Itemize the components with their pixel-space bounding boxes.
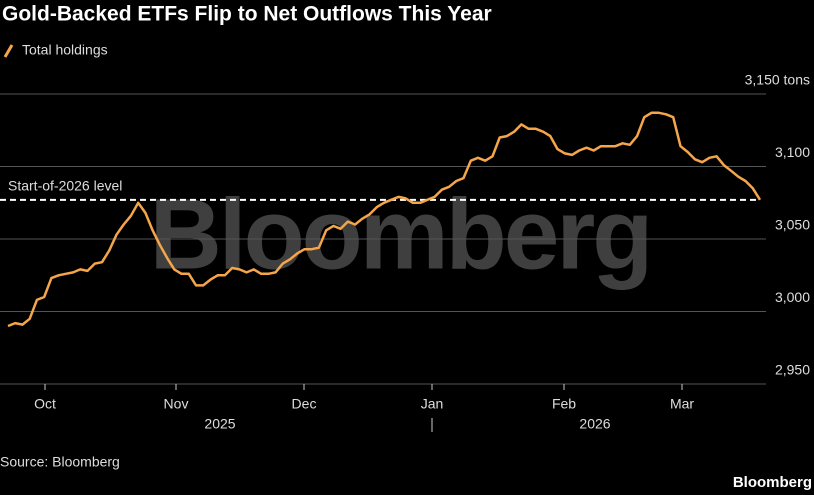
x-tick-label: Feb <box>552 396 576 412</box>
reference-label: Start-of-2026 level <box>8 178 122 194</box>
watermark: Bloomberg <box>150 178 651 290</box>
y-tick-label: 3,100 <box>775 144 810 160</box>
x-tick-label: Oct <box>34 396 56 412</box>
x-tick-label: Dec <box>292 396 317 412</box>
x-tick-label: Nov <box>164 396 189 412</box>
year-label: 2025 <box>204 416 235 432</box>
chart-title: Gold-Backed ETFs Flip to Net Outflows Th… <box>2 3 492 26</box>
year-label: 2026 <box>579 416 610 432</box>
y-tick-label: 3,050 <box>775 217 810 233</box>
legend-swatch <box>3 44 14 58</box>
line-series <box>7 111 762 328</box>
source: Source: Bloomberg <box>0 454 120 470</box>
brand: Bloomberg <box>733 474 812 491</box>
legend-label: Total holdings <box>22 42 108 58</box>
y-tick-label: 3,150 tons <box>745 72 810 88</box>
x-tick-label: Mar <box>670 396 694 412</box>
y-tick-label: 2,950 <box>775 362 810 378</box>
y-tick-label: 3,000 <box>775 289 810 305</box>
x-tick-label: Jan <box>421 396 444 412</box>
